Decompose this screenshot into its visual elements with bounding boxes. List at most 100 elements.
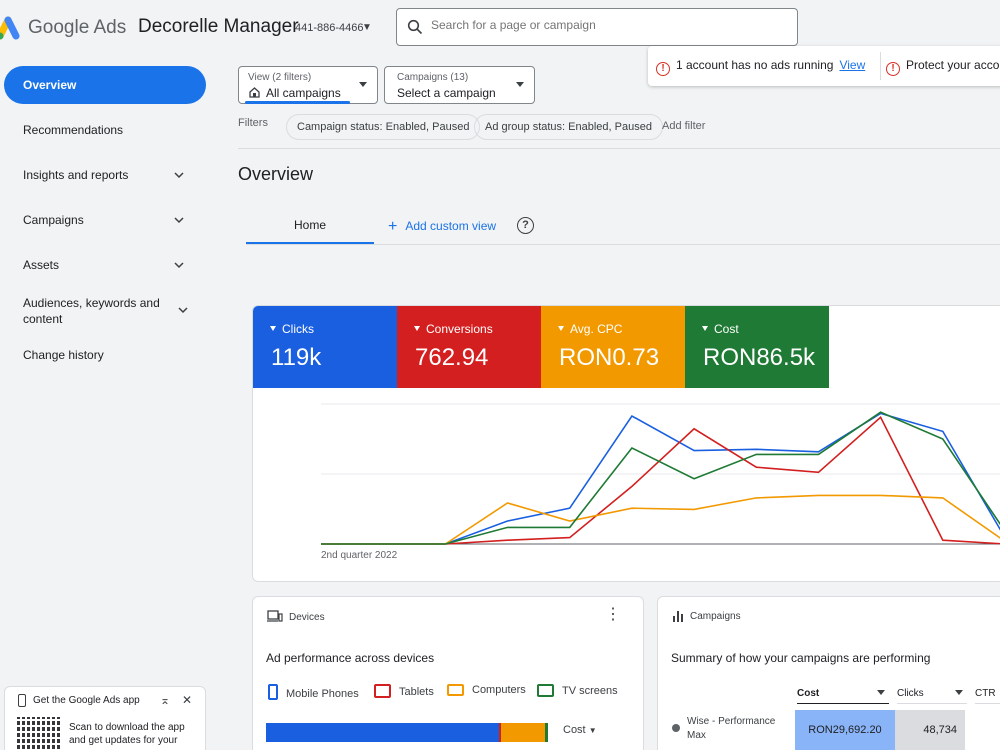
google-ads-logo-icon[interactable] bbox=[0, 14, 22, 40]
filters-label: Filters bbox=[238, 117, 268, 129]
legend-mobile[interactable]: Mobile Phones bbox=[268, 684, 359, 700]
top-bar: Google Ads Decorelle Manager 441-886-446… bbox=[0, 0, 1000, 56]
more-options-icon[interactable]: ⋮ bbox=[605, 606, 621, 623]
alert-protect-text: Protect your account bbox=[906, 58, 1000, 72]
device-metric-label: Cost bbox=[563, 724, 586, 736]
devices-card-subtitle: Ad performance across devices bbox=[266, 651, 435, 665]
bar-chart-icon bbox=[673, 611, 683, 622]
caret-down-icon bbox=[359, 82, 367, 87]
add-custom-view-label: Add custom view bbox=[405, 219, 497, 233]
chevron-down-icon[interactable] bbox=[178, 305, 188, 315]
view-selector[interactable]: View (2 filters) All campaigns bbox=[238, 66, 378, 104]
sidebar-item-label: Change history bbox=[23, 348, 104, 362]
series-line-2[interactable] bbox=[321, 494, 1000, 545]
close-icon[interactable]: ✕ bbox=[182, 693, 193, 707]
metric-card-conversions[interactable]: Conversions 762.94 bbox=[397, 306, 541, 388]
app-promo-title: Get the Google Ads app bbox=[33, 695, 140, 706]
chevron-down-icon[interactable] bbox=[174, 215, 184, 225]
filter-chip-campaign-status[interactable]: Campaign status: Enabled, Paused bbox=[286, 114, 481, 140]
sidebar-item-label: Overview bbox=[23, 78, 77, 92]
device-bar-segment-computers[interactable] bbox=[501, 723, 545, 742]
sidebar-item-label: Recommendations bbox=[23, 123, 124, 137]
search-icon bbox=[407, 19, 423, 35]
campaign-selector-value: Select a campaign bbox=[397, 86, 496, 100]
brand-name: Google Ads bbox=[28, 17, 127, 38]
column-header-cost[interactable]: Cost bbox=[797, 688, 889, 704]
campaigns-card-title: Campaigns bbox=[690, 611, 741, 622]
view-selector-underline bbox=[245, 101, 350, 104]
view-selector-label: View (2 filters) bbox=[248, 72, 312, 83]
sidebar-item-insights[interactable]: Insights and reports bbox=[4, 168, 206, 182]
series-line-1[interactable] bbox=[321, 416, 1000, 545]
alert-divider bbox=[880, 52, 881, 80]
home-icon bbox=[249, 87, 260, 98]
app-promo-desc: Scan to download the app and get updates… bbox=[69, 722, 185, 746]
metric-card-avg-cpc[interactable]: Avg. CPC RON0.73 bbox=[541, 306, 685, 388]
device-metric-selector[interactable]: Cost ▼ bbox=[563, 724, 597, 736]
campaign-selector[interactable]: Campaigns (13) Select a campaign bbox=[384, 66, 535, 104]
performance-line-chart[interactable]: 2nd quarter 2022 bbox=[253, 388, 1000, 582]
metric-avg-cpc-label: Avg. CPC bbox=[570, 322, 623, 336]
sidebar-item-campaigns[interactable]: Campaigns bbox=[4, 213, 206, 227]
alert-no-ads: ! 1 account has no ads running View bbox=[656, 58, 865, 76]
metric-dropdown-icon bbox=[558, 326, 564, 331]
series-line-0[interactable] bbox=[321, 412, 1000, 545]
legend-tv-label: TV screens bbox=[562, 685, 618, 697]
help-icon[interactable]: ? bbox=[517, 217, 534, 234]
alert-view-link[interactable]: View bbox=[839, 58, 866, 72]
view-selector-value: All campaigns bbox=[266, 86, 341, 100]
alert-protect[interactable]: ! Protect your account bbox=[886, 58, 1000, 76]
chevron-down-icon[interactable] bbox=[174, 170, 184, 180]
x-axis-label: 2nd quarter 2022 bbox=[321, 550, 398, 561]
metric-conversions-value: 762.94 bbox=[415, 344, 489, 371]
sort-caret-icon bbox=[955, 690, 963, 695]
sidebar-item-change-history[interactable]: Change history bbox=[4, 348, 206, 362]
legend-tv[interactable]: TV screens bbox=[537, 684, 618, 697]
page-title: Overview bbox=[238, 164, 314, 184]
account-dropdown-icon[interactable]: ▼ bbox=[362, 22, 372, 33]
tab-home[interactable]: Home bbox=[293, 218, 326, 232]
search-input[interactable] bbox=[431, 18, 781, 32]
error-icon: ! bbox=[656, 62, 670, 76]
sidebar-item-label: Insights and reports bbox=[23, 168, 129, 182]
sidebar-item-audiences[interactable]: Audiences, keywords and content bbox=[4, 295, 188, 327]
sidebar-item-label: Campaigns bbox=[23, 213, 84, 227]
sidebar-item-recommendations[interactable]: Recommendations bbox=[4, 123, 206, 137]
add-custom-view-button[interactable]: + Add custom view bbox=[388, 218, 496, 236]
metric-clicks-label: Clicks bbox=[282, 322, 314, 336]
series-line-3[interactable] bbox=[321, 411, 1000, 545]
campaign-row-name[interactable]: Wise - Performance Max bbox=[687, 716, 776, 741]
metric-card-clicks[interactable]: Clicks 119k bbox=[253, 306, 397, 388]
column-header-ctr[interactable]: CTR bbox=[975, 688, 1000, 704]
column-ctr-label: CTR bbox=[975, 688, 996, 699]
account-name[interactable]: Decorelle Manager bbox=[138, 16, 299, 37]
device-bar-segment-tablets[interactable] bbox=[499, 723, 502, 742]
tv-icon bbox=[537, 684, 554, 697]
tab-home-indicator bbox=[246, 242, 374, 244]
caret-down-icon: ▼ bbox=[588, 726, 597, 735]
legend-computers-label: Computers bbox=[472, 684, 526, 696]
metric-clicks-value: 119k bbox=[271, 344, 322, 371]
alert-no-ads-text: 1 account has no ads running bbox=[676, 58, 834, 72]
add-filter-button[interactable]: Add filter bbox=[662, 120, 706, 132]
filter-chip-adgroup-status[interactable]: Ad group status: Enabled, Paused bbox=[474, 114, 663, 140]
device-bar-segment-mobile[interactable] bbox=[266, 723, 500, 742]
collapse-icon[interactable]: ⌅ bbox=[160, 693, 171, 707]
metric-conversions-label: Conversions bbox=[426, 322, 493, 336]
sidebar-item-overview[interactable]: Overview bbox=[4, 66, 206, 104]
column-header-clicks[interactable]: Clicks bbox=[897, 688, 967, 704]
campaign-row-cost: RON29,692.20 bbox=[795, 710, 895, 750]
column-clicks-label: Clicks bbox=[897, 688, 924, 699]
metric-card-cost[interactable]: Cost RON86.5k bbox=[685, 306, 829, 388]
chevron-down-icon[interactable] bbox=[174, 260, 184, 270]
caret-down-icon bbox=[516, 82, 524, 87]
account-id[interactable]: 441-886-4466 bbox=[295, 22, 364, 34]
filters-divider bbox=[238, 148, 1000, 149]
metric-cost-value: RON86.5k bbox=[703, 344, 816, 371]
legend-tablets[interactable]: Tablets bbox=[374, 684, 434, 698]
sidebar-item-assets[interactable]: Assets bbox=[4, 258, 206, 272]
legend-computers[interactable]: Computers bbox=[447, 684, 526, 696]
tabs-divider bbox=[246, 244, 1000, 245]
device-bar-segment-tv[interactable] bbox=[544, 723, 548, 742]
search-box[interactable] bbox=[396, 8, 798, 46]
